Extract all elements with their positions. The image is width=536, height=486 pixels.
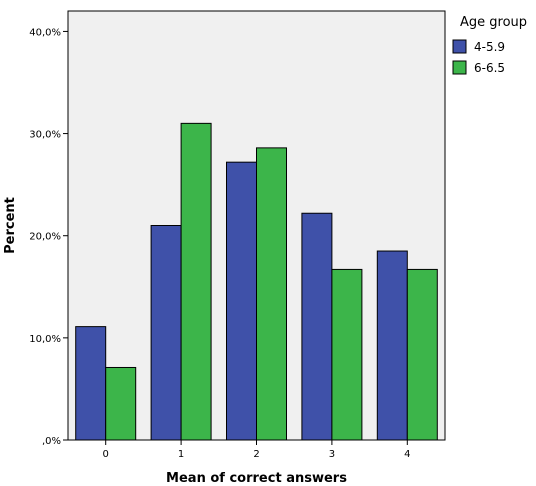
legend-label: 4-5.9: [474, 40, 505, 54]
bar-4-5.9-3: [301, 212, 333, 441]
y-tick-label: 20,0%: [29, 232, 61, 243]
legend-swatch-4-5.9: [452, 39, 467, 54]
x-axis: 0 1 2 3 4: [103, 440, 410, 460]
x-tick-label: 0: [103, 449, 109, 460]
bar-4-5.9-4: [376, 250, 408, 441]
bar-6-6.5-2: [256, 147, 287, 441]
bar-6-6.5-1: [180, 122, 212, 441]
y-tick-label: 40,0%: [29, 27, 61, 38]
legend-swatch-6-6.5: [452, 60, 467, 75]
x-tick-label: 4: [404, 449, 410, 460]
bar-4-5.9-0: [75, 326, 107, 441]
legend-label: 6-6.5: [474, 61, 505, 75]
x-axis-title: Mean of correct answers: [166, 471, 347, 486]
bar-6-6.5-4: [406, 268, 438, 441]
y-tick-label: 10,0%: [29, 334, 61, 345]
bars: [75, 122, 438, 441]
legend-title: Age group: [460, 15, 527, 30]
y-axis: ,0% 10,0% 20,0% 30,0% 40,0%: [29, 27, 68, 447]
y-tick-label: 30,0%: [29, 130, 61, 141]
x-tick-label: 1: [178, 449, 184, 460]
y-axis-title: Percent: [3, 197, 18, 254]
legend: Age group 4-5.9 6-6.5: [452, 15, 527, 75]
x-tick-label: 2: [253, 449, 259, 460]
bar-4-5.9-1: [150, 225, 182, 441]
bar-4-5.9-2: [226, 161, 257, 441]
bar-6-6.5-0: [105, 366, 137, 441]
x-tick-label: 3: [329, 449, 335, 460]
bar-6-6.5-3: [331, 268, 363, 441]
y-tick-label: ,0%: [42, 436, 61, 447]
